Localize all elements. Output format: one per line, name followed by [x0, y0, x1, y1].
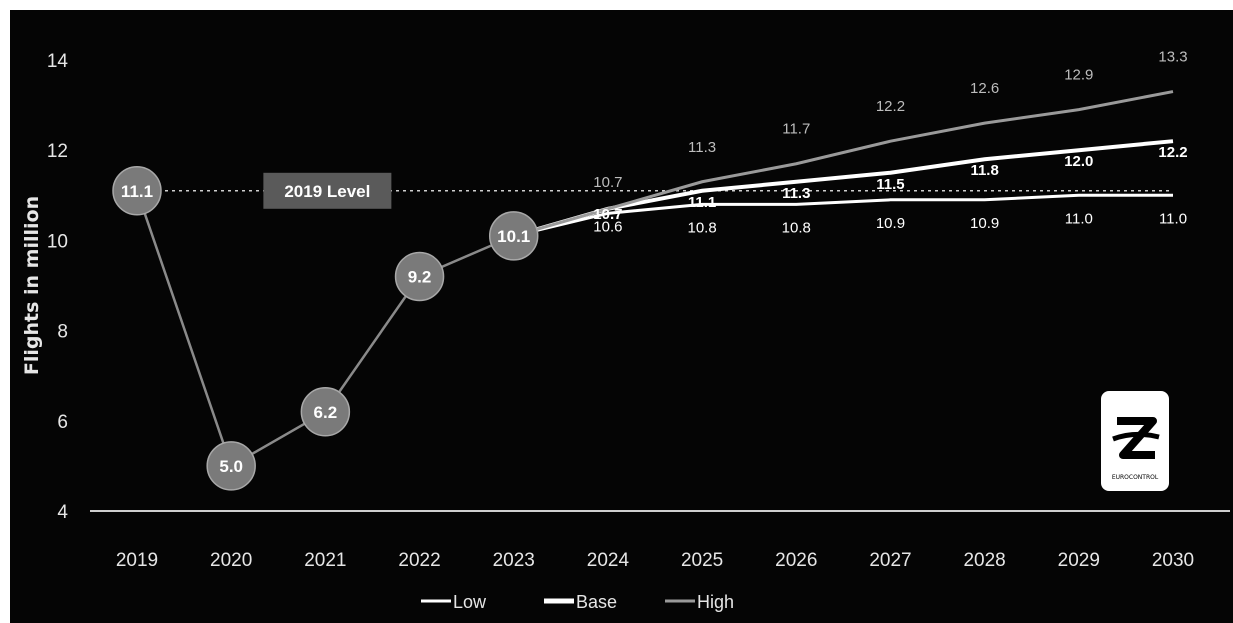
series-line-high	[513, 90, 1174, 238]
line-chart: 4 6 8 10 12 14 2019 2020 2021 2022 2023 2024 2025 202…	[21, 49, 1230, 612]
x-tick-label: 2026	[775, 550, 817, 571]
data-label-high: 10.7	[593, 174, 622, 191]
history-point	[206, 441, 256, 491]
data-label-low: 10.9	[970, 215, 999, 232]
history-data-label: 6.2	[314, 403, 338, 422]
y-tick-label: 14	[47, 51, 69, 72]
x-tick-label: 2023	[493, 550, 535, 571]
history-data-label: 10.1	[497, 227, 530, 246]
eurocontrol-logo-icon: EUROCONTROL	[1101, 391, 1169, 491]
reference-label-box	[263, 172, 392, 209]
x-tick-label: 2019	[116, 550, 158, 571]
legend-label-base: Base	[576, 592, 617, 612]
history-point	[300, 387, 351, 437]
data-label-base: 11.3	[782, 185, 810, 202]
legend-label-high: High	[697, 592, 734, 612]
data-label-low: 10.8	[687, 219, 716, 236]
y-tick-label: 12	[47, 141, 68, 162]
data-label-low: 11.0	[1159, 210, 1187, 227]
chart-frame: 4 6 8 10 12 14 2019 2020 2021 2022 2023 2024 2025 202…	[10, 10, 1233, 623]
x-tick-label: 2024	[587, 550, 630, 571]
x-tick-label: 2030	[1152, 550, 1194, 571]
history-point	[488, 211, 539, 261]
history-layer: 11.1 5.0 6.2 9.2 10.1	[112, 166, 539, 491]
data-label-low: 10.9	[876, 215, 905, 232]
data-label-layer: 10.6 10.8 10.8 10.9 10.9 11.0 11.0 10.7 11.1 11.3…	[593, 49, 1187, 237]
history-point	[112, 166, 162, 216]
data-label-base: 12.0	[1064, 153, 1093, 170]
reference-label: 2019 Level	[284, 182, 370, 201]
series-layer	[513, 90, 1174, 238]
data-label-high: 12.2	[876, 98, 905, 115]
history-data-label: 11.1	[121, 182, 153, 201]
y-tick-label: 4	[57, 502, 68, 523]
data-label-high: 12.6	[970, 80, 999, 97]
y-axis-label: Flights in million	[21, 196, 43, 375]
x-tick-label: 2029	[1058, 550, 1100, 571]
reference-line-layer: 2019 Level	[137, 172, 1173, 209]
data-label-base: 10.7	[593, 206, 622, 223]
history-data-label: 9.2	[408, 267, 432, 286]
y-tick-label: 6	[57, 412, 68, 433]
data-label-low: 10.8	[782, 219, 811, 236]
data-label-high: 11.7	[782, 121, 810, 138]
data-label-base: 11.1	[688, 194, 716, 211]
history-point	[394, 251, 445, 302]
x-tick-label: 2028	[963, 550, 1005, 571]
data-label-base: 11.8	[970, 162, 998, 179]
data-label-base: 12.2	[1158, 144, 1187, 161]
data-label-high: 11.3	[688, 139, 716, 156]
data-label-high: 13.3	[1158, 49, 1187, 66]
data-label-low: 10.6	[593, 218, 622, 235]
history-data-label: 5.0	[219, 457, 243, 476]
data-label-low: 11.0	[1065, 210, 1093, 227]
x-tick-label: 2021	[304, 550, 346, 571]
x-tick-label: 2025	[681, 550, 723, 571]
series-line-low	[513, 193, 1173, 238]
y-tick-label: 8	[57, 322, 68, 343]
logo-text: EUROCONTROL	[1112, 474, 1159, 481]
axis-layer: 4 6 8 10 12 14 2019 2020 2021 2022 2023 2024 2025 202…	[21, 51, 1230, 571]
data-label-high: 12.9	[1064, 67, 1093, 84]
y-tick-label: 10	[47, 231, 68, 252]
legend: Low Base High	[421, 592, 734, 612]
legend-label-low: Low	[453, 592, 487, 612]
x-tick-label: 2020	[210, 550, 252, 571]
data-label-base: 11.5	[876, 176, 904, 193]
x-tick-label: 2027	[869, 550, 911, 571]
x-tick-label: 2022	[398, 550, 440, 571]
